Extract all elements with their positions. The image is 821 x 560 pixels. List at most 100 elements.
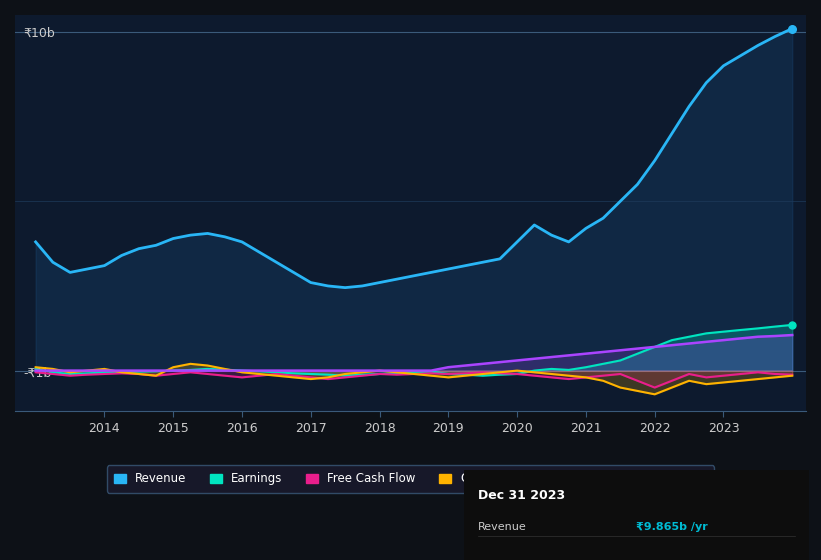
Cash From Op xyxy=(787,372,797,379)
Free Cash Flow xyxy=(306,374,316,381)
Operating Expenses xyxy=(134,367,144,374)
Revenue xyxy=(48,259,57,265)
Operating Expenses xyxy=(99,367,109,374)
Operating Expenses xyxy=(787,332,797,338)
Earnings xyxy=(255,368,264,375)
Operating Expenses xyxy=(357,367,367,374)
Cash From Op xyxy=(701,381,711,388)
Earnings xyxy=(495,371,505,378)
Free Cash Flow xyxy=(478,369,488,376)
Revenue xyxy=(186,232,195,239)
Earnings xyxy=(374,371,384,377)
Operating Expenses xyxy=(564,352,574,359)
Revenue xyxy=(374,279,384,286)
Revenue xyxy=(237,239,247,245)
Cash From Op xyxy=(649,391,659,398)
Operating Expenses xyxy=(581,351,591,357)
Revenue xyxy=(443,265,453,272)
Earnings xyxy=(426,368,436,375)
Free Cash Flow xyxy=(30,369,40,376)
Operating Expenses xyxy=(632,345,642,352)
Earnings xyxy=(701,330,711,337)
Earnings xyxy=(684,333,694,340)
Operating Expenses xyxy=(478,361,488,367)
Cash From Op xyxy=(753,376,763,382)
Free Cash Flow xyxy=(581,374,591,381)
Revenue xyxy=(168,235,178,242)
Earnings xyxy=(168,367,178,374)
Earnings xyxy=(461,371,470,378)
Revenue xyxy=(718,62,728,69)
Text: ₹9.865b /yr: ₹9.865b /yr xyxy=(636,522,708,532)
Operating Expenses xyxy=(461,362,470,369)
Free Cash Flow xyxy=(82,371,92,378)
Operating Expenses xyxy=(512,357,522,364)
Free Cash Flow xyxy=(787,371,797,378)
Earnings xyxy=(65,371,75,377)
Free Cash Flow xyxy=(323,376,333,382)
Free Cash Flow xyxy=(667,377,677,384)
Cash From Op xyxy=(564,372,574,379)
Revenue xyxy=(357,283,367,290)
Cash From Op xyxy=(409,371,419,377)
Revenue xyxy=(599,215,608,222)
Cash From Op xyxy=(770,374,780,381)
Free Cash Flow xyxy=(99,371,109,377)
Revenue xyxy=(649,157,659,164)
Revenue xyxy=(323,283,333,290)
Revenue xyxy=(220,234,230,240)
Free Cash Flow xyxy=(736,371,745,377)
Cash From Op xyxy=(151,372,161,379)
Earnings xyxy=(736,326,745,333)
Free Cash Flow xyxy=(632,377,642,384)
Cash From Op xyxy=(512,367,522,374)
Revenue xyxy=(547,232,557,239)
Cash From Op xyxy=(392,369,401,376)
Free Cash Flow xyxy=(409,371,419,377)
Operating Expenses xyxy=(30,367,40,374)
Operating Expenses xyxy=(255,367,264,374)
Operating Expenses xyxy=(168,367,178,374)
Cash From Op xyxy=(117,369,126,376)
Revenue xyxy=(616,198,626,204)
Free Cash Flow xyxy=(530,372,539,379)
Earnings xyxy=(581,364,591,371)
Cash From Op xyxy=(581,374,591,381)
Revenue xyxy=(65,269,75,276)
Earnings xyxy=(530,367,539,374)
Operating Expenses xyxy=(409,367,419,374)
Point xyxy=(786,320,799,329)
Free Cash Flow xyxy=(392,371,401,378)
Free Cash Flow xyxy=(65,372,75,379)
Line: Free Cash Flow: Free Cash Flow xyxy=(35,372,792,388)
Operating Expenses xyxy=(599,349,608,356)
Earnings xyxy=(632,351,642,357)
Earnings xyxy=(289,370,299,377)
Earnings xyxy=(616,357,626,364)
Cash From Op xyxy=(632,388,642,394)
Revenue xyxy=(495,255,505,262)
Earnings xyxy=(392,370,401,377)
Operating Expenses xyxy=(82,367,92,374)
Cash From Op xyxy=(530,369,539,376)
Operating Expenses xyxy=(272,367,282,374)
Cash From Op xyxy=(186,361,195,367)
Operating Expenses xyxy=(306,367,316,374)
Earnings xyxy=(443,371,453,377)
Revenue xyxy=(255,249,264,255)
Operating Expenses xyxy=(374,367,384,374)
Operating Expenses xyxy=(48,367,57,374)
Earnings xyxy=(48,369,57,376)
Operating Expenses xyxy=(186,367,195,374)
Cash From Op xyxy=(374,367,384,374)
Free Cash Flow xyxy=(357,372,367,379)
Earnings xyxy=(357,371,367,378)
Point xyxy=(786,24,799,33)
Earnings xyxy=(237,367,247,374)
Operating Expenses xyxy=(289,367,299,374)
Revenue xyxy=(117,252,126,259)
Free Cash Flow xyxy=(512,371,522,377)
Cash From Op xyxy=(736,377,745,384)
Revenue xyxy=(461,262,470,269)
Earnings xyxy=(82,370,92,377)
